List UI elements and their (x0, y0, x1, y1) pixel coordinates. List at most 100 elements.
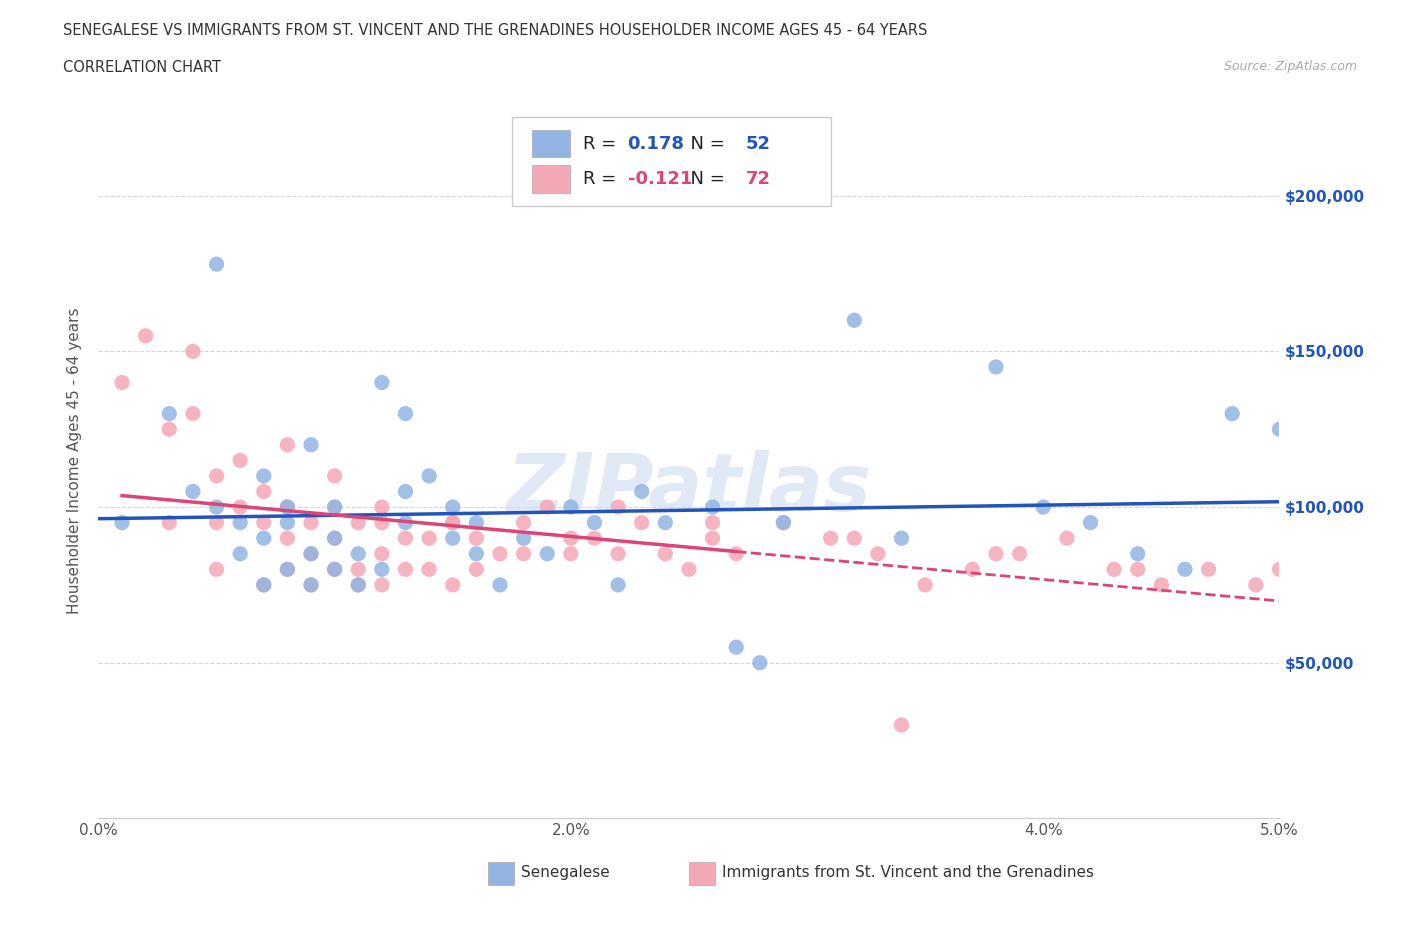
Bar (531, 130, 569, 157)
Point (465, 531, 488, 546)
Point (536, 499, 558, 514)
Point (371, 562, 394, 577)
Point (441, 578, 464, 592)
Point (323, 531, 346, 546)
Point (323, 469, 346, 484)
Point (205, 515, 228, 530)
Point (489, 546, 512, 561)
Point (229, 515, 252, 530)
Text: N =: N = (679, 135, 731, 153)
Point (890, 718, 912, 733)
Text: SENEGALESE VS IMMIGRANTS FROM ST. VINCENT AND THE GRENADINES HOUSEHOLDER INCOME : SENEGALESE VS IMMIGRANTS FROM ST. VINCEN… (63, 23, 928, 38)
Point (654, 546, 676, 561)
Point (1174, 562, 1197, 577)
Point (583, 531, 606, 546)
Point (1150, 578, 1173, 592)
Point (394, 515, 416, 530)
Point (299, 578, 322, 592)
Point (299, 515, 322, 530)
Text: Source: ZipAtlas.com: Source: ZipAtlas.com (1223, 60, 1357, 73)
Point (914, 578, 936, 592)
Point (702, 531, 724, 546)
Text: N =: N = (679, 170, 731, 188)
Point (299, 578, 322, 592)
Text: 0.178: 0.178 (627, 135, 685, 153)
Point (1080, 515, 1102, 530)
Point (205, 562, 228, 577)
Point (1198, 562, 1220, 577)
Y-axis label: Householder Income Ages 45 - 64 years: Householder Income Ages 45 - 64 years (67, 307, 83, 614)
Point (512, 531, 534, 546)
Point (702, 499, 724, 514)
Point (489, 578, 512, 592)
Point (890, 531, 912, 546)
Point (702, 515, 724, 530)
Text: 72: 72 (745, 170, 770, 188)
Bar (488, 862, 515, 885)
Point (276, 562, 298, 577)
Point (299, 437, 322, 452)
Point (560, 499, 582, 514)
Point (772, 515, 794, 530)
Bar (531, 166, 569, 193)
Point (276, 499, 298, 514)
Point (299, 546, 322, 561)
Text: -0.121: -0.121 (627, 170, 692, 188)
Point (276, 499, 298, 514)
Point (323, 531, 346, 546)
Point (253, 578, 276, 592)
Point (607, 499, 630, 514)
Point (1244, 578, 1267, 592)
Point (323, 499, 346, 514)
Text: 52: 52 (745, 135, 770, 153)
Point (512, 546, 534, 561)
Point (394, 406, 416, 421)
Point (820, 531, 842, 546)
Point (512, 515, 534, 530)
Point (323, 562, 346, 577)
Point (1220, 406, 1243, 421)
Point (866, 546, 889, 561)
Point (654, 515, 676, 530)
Point (157, 422, 180, 437)
Point (347, 578, 370, 592)
Point (276, 515, 298, 530)
Point (229, 546, 252, 561)
Point (441, 515, 464, 530)
Point (253, 515, 276, 530)
Point (205, 499, 228, 514)
Point (157, 515, 180, 530)
Point (253, 578, 276, 592)
Point (536, 546, 558, 561)
Point (253, 469, 276, 484)
Point (678, 562, 700, 577)
Point (560, 546, 582, 561)
Point (441, 515, 464, 530)
Point (205, 257, 228, 272)
Point (465, 515, 488, 530)
Point (725, 640, 748, 655)
Point (607, 578, 630, 592)
Point (962, 562, 984, 577)
Point (630, 515, 652, 530)
Text: R =: R = (582, 170, 621, 188)
Point (347, 515, 370, 530)
Point (276, 531, 298, 546)
Point (371, 375, 394, 390)
Point (347, 546, 370, 561)
Point (394, 562, 416, 577)
Point (607, 546, 630, 561)
Point (253, 484, 276, 498)
Point (630, 484, 652, 498)
Point (371, 578, 394, 592)
Point (560, 531, 582, 546)
Text: CORRELATION CHART: CORRELATION CHART (63, 60, 221, 75)
Point (205, 469, 228, 484)
Point (583, 515, 606, 530)
Point (371, 546, 394, 561)
Text: Immigrants from St. Vincent and the Grenadines: Immigrants from St. Vincent and the Gren… (723, 865, 1094, 880)
Point (1032, 499, 1054, 514)
Point (181, 406, 204, 421)
Point (229, 499, 252, 514)
Point (157, 406, 180, 421)
